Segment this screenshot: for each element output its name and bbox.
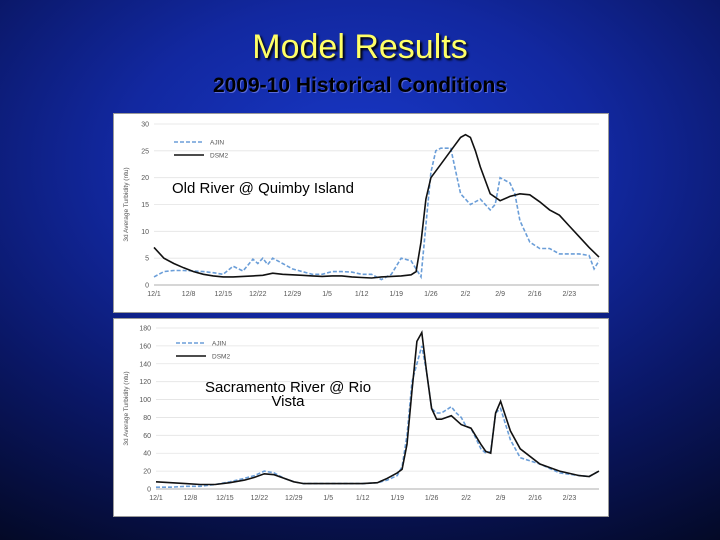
y-tick-label: 5 <box>145 256 149 263</box>
y-tick-label: 20 <box>143 469 151 476</box>
series-line-ajin <box>156 345 600 488</box>
y-tick-label: 120 <box>139 379 151 386</box>
x-tick-label: 12/29 <box>284 291 302 298</box>
chart-overlay-title: Old River @ Quimby Island <box>172 180 354 197</box>
y-tick-label: 20 <box>141 175 149 182</box>
chart-panel-sacramento-river: 0 20 40 60 80 100 120 140 160 180 12/1 12/8 12/15 12/… <box>113 318 609 517</box>
x-tick-label: 1/5 <box>322 291 332 298</box>
x-tick-label: 12/1 <box>149 495 163 502</box>
y-tick-label: 0 <box>145 283 149 290</box>
x-tick-label: 1/12 <box>356 495 370 502</box>
series-line-dsm2 <box>155 329 600 486</box>
chart-panel-old-river: 0 5 10 15 20 25 30 12/1 12/8 12/15 12/22 12/29 1/5 1/… <box>113 113 609 313</box>
legend-label: DSM2 <box>212 354 230 361</box>
x-tick-label: 2/9 <box>496 495 506 502</box>
y-tick-label: 0 <box>147 487 151 494</box>
legend-label: AJIN <box>212 341 226 348</box>
x-tick-label: 12/15 <box>214 291 232 298</box>
x-tick-label: 12/22 <box>251 495 269 502</box>
x-tick-label: 12/8 <box>184 495 198 502</box>
x-tick-label: 12/29 <box>285 495 303 502</box>
series-line-ajin <box>153 147 600 281</box>
chart-overlay-title-line2: Vista <box>271 393 305 410</box>
x-tick-label: 1/19 <box>389 291 403 298</box>
y-tick-label: 15 <box>141 202 149 209</box>
y-tick-label: 10 <box>141 229 149 236</box>
chart-old-river: 0 5 10 15 20 25 30 12/1 12/8 12/15 12/22 12/29 1/5 1/… <box>123 122 600 298</box>
x-tick-label: 2/16 <box>528 291 542 298</box>
y-tick-label: 40 <box>143 451 151 458</box>
y-tick-label: 30 <box>141 122 149 129</box>
x-tick-label: 12/8 <box>182 291 196 298</box>
x-tick-label: 2/23 <box>563 291 577 298</box>
x-tick-label: 1/26 <box>425 495 439 502</box>
x-tick-label: 1/26 <box>424 291 438 298</box>
y-axis-label: 3d Average Turbidity (ntu) <box>123 167 130 241</box>
y-tick-label: 180 <box>139 326 151 333</box>
y-tick-label: 25 <box>141 148 149 155</box>
series-line-dsm2 <box>153 133 600 279</box>
y-axis-label: 3d Average Turbidity (ntu) <box>123 371 130 445</box>
x-tick-label: 12/15 <box>216 495 234 502</box>
legend-label: AJIN <box>210 140 224 147</box>
y-tick-label: 80 <box>143 415 151 422</box>
y-tick-label: 140 <box>139 361 151 368</box>
x-tick-label: 2/2 <box>461 495 471 502</box>
x-tick-label: 2/16 <box>528 495 542 502</box>
y-tick-label: 100 <box>139 397 151 404</box>
y-tick-label: 160 <box>139 343 151 350</box>
x-tick-label: 2/23 <box>563 495 577 502</box>
x-tick-label: 1/12 <box>355 291 369 298</box>
slide-title: Model Results <box>252 28 468 66</box>
legend-label: DSM2 <box>210 153 228 160</box>
x-tick-label: 1/5 <box>323 495 333 502</box>
y-tick-label: 60 <box>143 433 151 440</box>
x-tick-label: 12/22 <box>249 291 267 298</box>
x-tick-label: 1/19 <box>390 495 404 502</box>
chart-sacramento-river: 0 20 40 60 80 100 120 140 160 180 12/1 12/8 12/15 12/… <box>123 326 600 502</box>
x-tick-label: 2/9 <box>495 291 505 298</box>
x-tick-label: 2/2 <box>461 291 471 298</box>
chart-overlay-title: Sacramento River @ Rio <box>205 379 371 396</box>
slide-subtitle: 2009-10 Historical Conditions <box>212 74 508 97</box>
x-tick-label: 12/1 <box>147 291 161 298</box>
